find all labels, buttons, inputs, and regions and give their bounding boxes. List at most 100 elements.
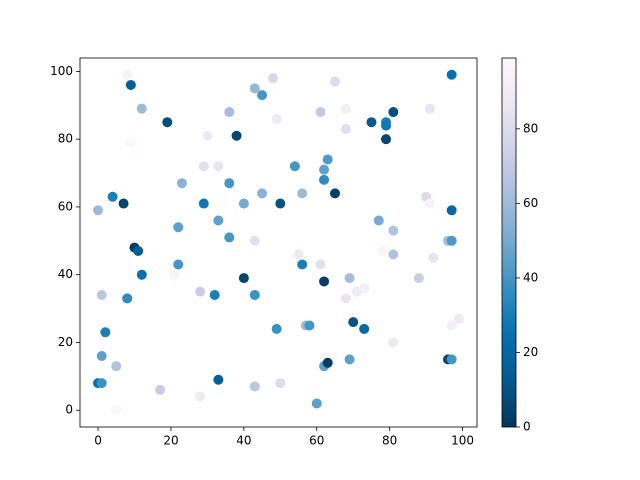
point [213,374,224,385]
point [238,273,249,284]
point [249,381,260,392]
point [366,117,377,128]
point [381,134,392,145]
point [446,354,457,365]
x-tick-label: 80 [382,434,397,448]
point [304,320,315,331]
point [122,293,133,304]
point [136,103,147,114]
y-tick-label: 100 [50,64,73,78]
point [202,130,213,141]
point [319,174,330,185]
point [424,198,435,209]
point [275,378,286,389]
point [125,79,136,90]
point [249,235,260,246]
point [231,130,242,141]
point [289,161,300,172]
point [344,273,355,284]
point [359,323,370,334]
point [136,269,147,280]
x-tick-label: 40 [236,434,251,448]
point [155,384,166,395]
point [268,73,279,84]
point [224,107,235,118]
point [173,222,184,233]
point [249,83,260,94]
point [249,290,260,301]
colorbar-tick-label: 20 [523,345,538,359]
point [381,120,392,131]
point [195,391,206,402]
point [322,154,333,165]
point [340,293,351,304]
point [424,103,435,114]
point [213,215,224,226]
point [275,198,286,209]
x-tick-label: 100 [451,434,474,448]
point [224,178,235,189]
y-tick-label: 20 [58,335,73,349]
point [122,69,133,80]
point [111,361,122,372]
colorbar-tick-label: 60 [523,196,538,210]
y-tick-label: 60 [58,199,73,213]
point [195,286,206,297]
point [271,323,282,334]
point [257,188,268,199]
point [388,225,399,236]
point [118,198,129,209]
point [446,205,457,216]
x-tick-label: 20 [163,434,178,448]
point [198,161,209,172]
point [133,245,144,256]
point [173,259,184,270]
point [453,313,464,324]
point [315,259,326,270]
point [315,107,326,118]
point [413,273,424,284]
point [348,317,359,328]
point [162,117,173,128]
colorbar-tick-label: 0 [523,420,531,434]
point [322,357,333,368]
point [359,283,370,294]
point [107,191,118,202]
colorbar [501,57,517,428]
point [176,178,187,189]
point [388,107,399,118]
point [428,252,439,263]
point [377,245,388,256]
point [96,378,107,389]
point [96,290,107,301]
colorbar-tick-label: 40 [523,270,538,284]
point [111,405,122,416]
point [330,188,341,199]
point [446,235,457,246]
point [446,320,457,331]
point [344,354,355,365]
point [100,327,111,338]
point [388,337,399,348]
y-tick-label: 40 [58,267,73,281]
point [238,198,249,209]
point [293,249,304,260]
y-tick-label: 80 [58,132,73,146]
point [198,198,209,209]
point [96,351,107,362]
x-tick-label: 60 [309,434,324,448]
y-tick-label: 0 [65,403,73,417]
axes-frame [79,57,478,428]
colorbar-tick-label: 80 [523,121,538,135]
point [330,76,341,87]
point [125,137,136,148]
point [340,123,351,134]
point [271,113,282,124]
point [319,164,330,175]
point [388,249,399,260]
point [169,269,180,280]
point [446,69,457,80]
point [297,188,308,199]
point [373,215,384,226]
